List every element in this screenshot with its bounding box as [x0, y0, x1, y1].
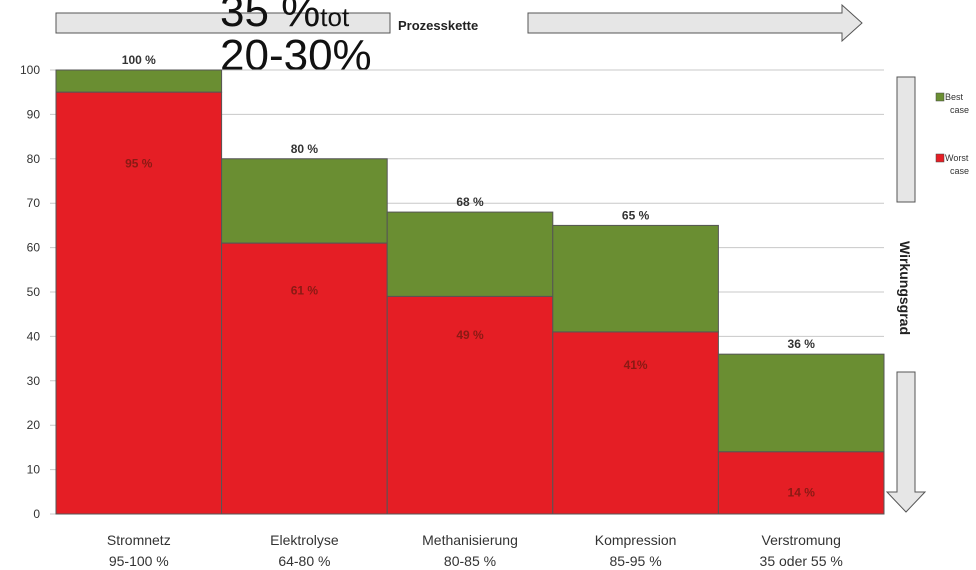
- efficiency-axis-label: Wirkungsgrad: [897, 241, 913, 335]
- value-labels: 100 % 95 % 80 % 61 % 68 % 49 % 65 % 41% 36 % 14 %: [122, 53, 815, 500]
- y-tick-label: 80: [27, 152, 41, 166]
- top-text-subscript: tot: [320, 2, 350, 32]
- legend-best-word2: case: [950, 105, 969, 115]
- y-tick-label: 20: [27, 418, 41, 432]
- legend-label-best: Best case: [945, 92, 969, 115]
- y-axis-ticks: 0 10 20 30 40 50 60 70 80 90 100: [20, 63, 40, 521]
- category-label: Elektrolyse: [270, 532, 339, 548]
- total-range-label: 20-30%: [220, 31, 372, 80]
- worst-value-label: 14 %: [788, 486, 816, 500]
- process-chain-label: Prozesskette: [398, 18, 478, 33]
- best-value-label: 68 %: [456, 195, 484, 209]
- worst-value-label: 61 %: [291, 283, 319, 297]
- category-labels: Stromnetz 95-100 % Elektrolyse 64-80 % Metha…: [107, 532, 843, 569]
- worst-value-label: 49 %: [456, 328, 484, 342]
- y-tick-label: 90: [27, 107, 41, 121]
- best-value-label: 65 %: [622, 208, 650, 222]
- category-label: Kompression: [595, 532, 677, 548]
- bar-best-case: [221, 158, 388, 244]
- category-range-label: 95-100 %: [109, 553, 169, 569]
- best-value-label: 80 %: [291, 142, 319, 156]
- y-tick-label: 100: [20, 63, 40, 77]
- y-tick-label: 0: [33, 507, 40, 521]
- bar-best-case: [552, 224, 719, 333]
- category-label: Verstromung: [762, 532, 841, 548]
- bar-best-case: [386, 211, 554, 297]
- bar-best-case: [55, 69, 223, 93]
- best-value-label: 100 %: [122, 53, 156, 67]
- legend-best-word1: Best: [945, 92, 964, 102]
- category-range-label: 64-80 %: [278, 553, 330, 569]
- top-text-fragment: 35 %tot: [220, 0, 350, 36]
- process-arrow: [55, 3, 863, 43]
- worst-value-label: 95 %: [125, 157, 153, 171]
- legend-label-worst: Worst case: [945, 153, 969, 176]
- efficiency-arrow: [885, 76, 927, 513]
- bar-worst-case: [386, 295, 554, 515]
- y-tick-label: 60: [27, 241, 41, 255]
- category-range-label: 80-85 %: [444, 553, 496, 569]
- y-tick-label: 70: [27, 196, 41, 210]
- bar-best-case: [717, 353, 885, 453]
- bar-worst-case: [55, 91, 223, 515]
- top-text-main: 35 %: [220, 0, 320, 36]
- worst-value-label: 41%: [624, 358, 648, 372]
- legend-worst-word1: Worst: [945, 153, 969, 163]
- category-range-label: 85-95 %: [610, 553, 662, 569]
- legend-swatch-worst: [935, 153, 945, 163]
- bar-worst-case: [717, 451, 885, 515]
- bars-group: [55, 69, 885, 515]
- y-tick-label: 50: [27, 285, 41, 299]
- y-tick-label: 40: [27, 329, 41, 343]
- best-value-label: 36 %: [788, 337, 816, 351]
- category-label: Stromnetz: [107, 532, 171, 548]
- category-label: Methanisierung: [422, 532, 518, 548]
- legend-worst-word2: case: [950, 166, 969, 176]
- y-tick-label: 30: [27, 374, 41, 388]
- bar-worst-case: [552, 331, 719, 515]
- category-range-label: 35 oder 55 %: [760, 553, 843, 569]
- legend-swatch-best: [935, 92, 945, 102]
- y-tick-label: 10: [27, 463, 41, 477]
- legend: Best case Worst case: [935, 92, 969, 176]
